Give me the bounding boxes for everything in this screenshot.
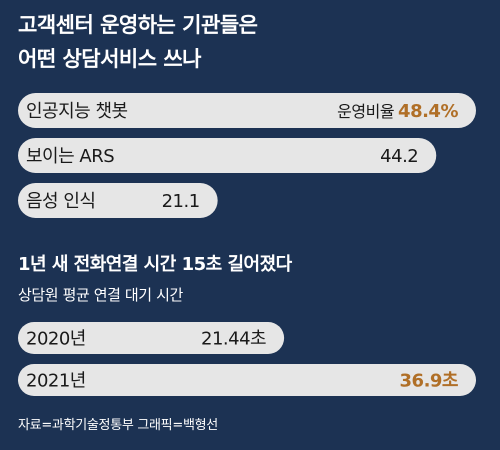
wait-time-chart: 2020년 21.44초 2021년 36.9초 (18, 322, 476, 396)
value-label: 21.1 (162, 191, 200, 212)
source-credit: 자료=과학기술정통부 그래픽=백형선 (18, 418, 218, 433)
category-label: 2020년 (26, 328, 86, 349)
section2-subtitle: 상담원 평균 연결 대기 시간 (18, 286, 183, 304)
value-label: 44.2 (380, 146, 418, 167)
bar-1 (18, 138, 437, 173)
annotation-label: 운영비율 (337, 102, 394, 121)
title-line-1: 고객센터 운영하는 기관들은 (18, 13, 258, 37)
value-label: 21.44초 (201, 328, 266, 349)
value-label: 48.4% (398, 101, 458, 122)
bar-0 (18, 93, 476, 128)
chart-title: 고객센터 운영하는 기관들은 어떤 상담서비스 쓰나 (18, 8, 258, 76)
section2-title: 1년 새 전화연결 시간 15초 길어졌다 (18, 254, 292, 275)
title-line-2: 어떤 상담서비스 쓰나 (18, 47, 202, 71)
value-label: 36.9초 (400, 370, 458, 391)
bar-0 (18, 322, 285, 354)
category-label: 보이는 ARS (26, 146, 114, 167)
category-label: 인공지능 챗봇 (26, 101, 128, 122)
bar-2 (18, 183, 218, 218)
category-label: 2021년 (26, 370, 86, 391)
bar-1 (18, 364, 476, 396)
category-label: 음성 인식 (26, 191, 95, 212)
